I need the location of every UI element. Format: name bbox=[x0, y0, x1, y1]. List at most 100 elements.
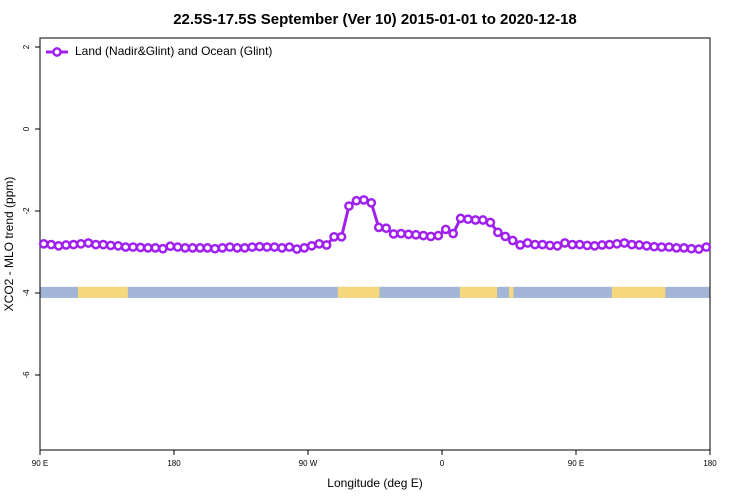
point bbox=[224, 242, 235, 252]
land-band bbox=[77, 286, 128, 298]
point bbox=[291, 244, 302, 254]
point bbox=[537, 239, 548, 250]
point bbox=[128, 242, 138, 252]
point bbox=[418, 230, 429, 241]
x-tick-label: 90 E bbox=[568, 459, 584, 468]
point bbox=[396, 228, 406, 239]
y-tick-label: -6 bbox=[22, 371, 31, 379]
point bbox=[597, 240, 607, 250]
x-tick-label: 90 W bbox=[299, 459, 318, 468]
point bbox=[98, 239, 109, 250]
point bbox=[552, 240, 563, 251]
point bbox=[113, 240, 124, 251]
land-band bbox=[611, 286, 666, 298]
point bbox=[664, 242, 674, 252]
point bbox=[604, 239, 615, 250]
y-tick-label: 2 bbox=[22, 44, 31, 49]
y-axis-label: XCO2 - MLO trend (ppm) bbox=[2, 177, 16, 312]
point bbox=[76, 238, 86, 249]
point bbox=[478, 215, 488, 225]
point bbox=[232, 243, 243, 253]
point bbox=[574, 239, 585, 250]
point bbox=[269, 242, 280, 252]
point bbox=[143, 243, 153, 253]
point bbox=[254, 241, 265, 252]
point bbox=[284, 242, 295, 252]
point bbox=[679, 243, 689, 253]
point bbox=[641, 240, 652, 251]
point bbox=[686, 243, 697, 254]
point bbox=[507, 235, 518, 246]
point bbox=[135, 242, 146, 253]
point bbox=[440, 224, 451, 235]
point bbox=[351, 195, 362, 206]
point bbox=[336, 231, 347, 242]
legend-marker bbox=[52, 47, 62, 57]
point bbox=[582, 240, 593, 251]
point bbox=[38, 238, 49, 249]
point bbox=[68, 239, 79, 250]
point bbox=[202, 243, 213, 253]
point bbox=[299, 243, 310, 253]
point bbox=[157, 243, 168, 254]
point bbox=[522, 238, 533, 248]
point bbox=[187, 243, 198, 253]
point bbox=[150, 243, 161, 253]
point bbox=[492, 227, 503, 238]
point bbox=[559, 238, 570, 248]
point bbox=[701, 242, 712, 252]
x-tick-label: 0 bbox=[440, 459, 445, 468]
x-tick-label: 180 bbox=[703, 459, 717, 468]
point bbox=[425, 231, 436, 242]
point bbox=[217, 243, 228, 253]
point bbox=[470, 215, 481, 225]
point bbox=[195, 243, 205, 253]
point bbox=[411, 229, 421, 240]
point bbox=[53, 240, 64, 251]
point bbox=[61, 240, 71, 250]
point bbox=[83, 238, 94, 248]
point bbox=[120, 242, 131, 252]
point bbox=[433, 230, 444, 241]
point bbox=[344, 201, 354, 211]
chart-title: 22.5S-17.5S September (Ver 10) 2015-01-0… bbox=[173, 11, 577, 28]
y-tick-label: -2 bbox=[22, 207, 31, 215]
point bbox=[262, 242, 272, 252]
land-band bbox=[509, 286, 514, 298]
point bbox=[500, 231, 511, 242]
point bbox=[671, 243, 682, 253]
point bbox=[388, 229, 399, 239]
point bbox=[373, 222, 384, 233]
y-tick-label: -4 bbox=[22, 289, 31, 297]
point bbox=[321, 240, 332, 250]
point bbox=[649, 241, 660, 252]
point bbox=[329, 231, 339, 242]
land-band bbox=[459, 286, 498, 298]
point bbox=[448, 228, 459, 239]
point bbox=[455, 213, 466, 224]
point bbox=[381, 223, 392, 234]
point bbox=[634, 240, 645, 250]
point bbox=[545, 240, 555, 251]
point bbox=[403, 229, 414, 240]
point bbox=[239, 243, 250, 253]
point bbox=[589, 240, 600, 251]
x-tick-label: 90 E bbox=[32, 459, 48, 468]
point bbox=[619, 238, 630, 248]
point bbox=[277, 243, 287, 253]
land-band bbox=[337, 286, 380, 298]
point bbox=[247, 242, 258, 252]
legend-label: Land (Nadir&Glint) and Ocean (Glint) bbox=[75, 44, 272, 58]
point bbox=[366, 197, 377, 208]
point bbox=[463, 214, 473, 225]
point bbox=[530, 239, 540, 250]
point bbox=[306, 240, 317, 251]
point bbox=[105, 240, 116, 251]
point bbox=[567, 239, 578, 250]
point bbox=[626, 239, 637, 250]
point bbox=[515, 240, 526, 250]
point bbox=[46, 239, 57, 250]
point bbox=[314, 238, 325, 249]
point bbox=[165, 241, 176, 252]
